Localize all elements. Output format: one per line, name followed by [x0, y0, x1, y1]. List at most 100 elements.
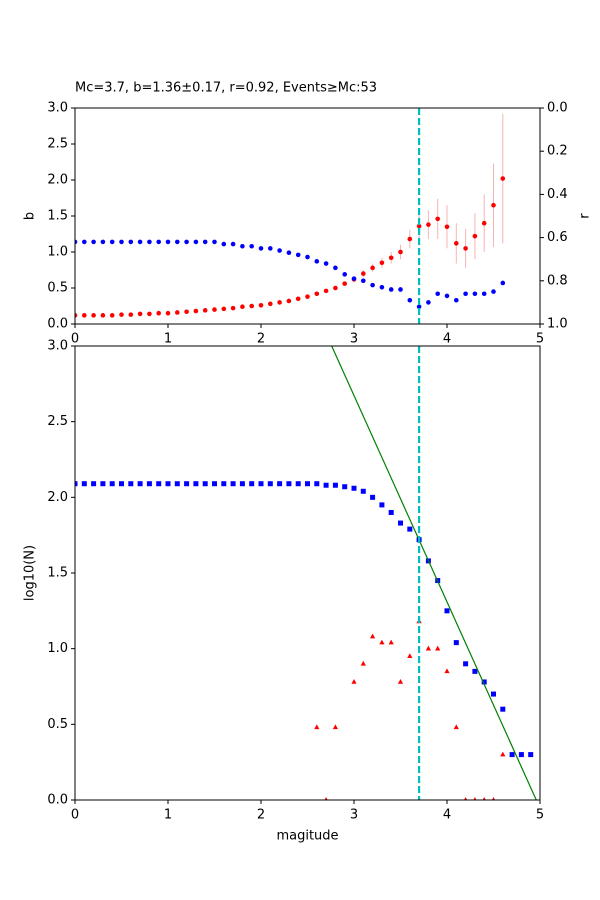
triangle-point [351, 678, 357, 684]
point [444, 293, 450, 299]
point [184, 239, 189, 245]
axes-frame [74, 345, 541, 801]
square-point [75, 481, 78, 487]
point [82, 313, 87, 318]
square-point [518, 752, 524, 758]
point [361, 278, 366, 284]
x-tick-label: 0 [71, 808, 79, 823]
triangle-point [500, 751, 506, 757]
point [202, 308, 208, 313]
point [370, 265, 375, 271]
square-point [128, 481, 134, 487]
triangle-point [397, 678, 404, 684]
point [175, 239, 180, 245]
point [398, 287, 403, 292]
square-point [109, 481, 115, 487]
square-point [184, 481, 190, 487]
chart-title: Mc=3.7, b=1.36±0.17, r=0.92, Events≥Mc:5… [75, 81, 377, 96]
point [212, 239, 217, 245]
square-point [463, 661, 469, 667]
point [435, 291, 441, 297]
point [463, 246, 468, 251]
plot-area [75, 346, 537, 800]
triangle-point [379, 639, 385, 645]
y-tick-label: 1.5 [47, 209, 68, 224]
triangle-point [425, 645, 431, 651]
triangle-point [463, 797, 468, 800]
square-point [295, 481, 301, 487]
point [314, 259, 320, 264]
y-tick-label: 3.0 [47, 101, 68, 116]
point [75, 313, 78, 318]
point [407, 297, 413, 303]
point [109, 313, 115, 318]
point [249, 303, 254, 309]
square-point [453, 640, 459, 646]
point [268, 246, 273, 251]
axes-frame [74, 107, 541, 325]
y-axis-label: log10(N) [23, 545, 38, 601]
y-tick-label: 0.0 [47, 793, 68, 808]
point [351, 276, 357, 281]
point [472, 233, 478, 239]
point [333, 285, 338, 291]
square-point [472, 668, 478, 674]
square-point [230, 481, 236, 487]
y2-tick-label: 1.0 [547, 317, 568, 332]
point [472, 291, 478, 297]
point [100, 313, 106, 318]
y-tick-label: 2.5 [47, 414, 68, 429]
point [333, 265, 338, 271]
point [342, 272, 348, 277]
point [277, 300, 282, 305]
y-tick-label: 2.5 [47, 137, 68, 152]
point [147, 239, 152, 245]
point [305, 294, 310, 299]
point [184, 309, 189, 315]
point [137, 311, 143, 317]
point [454, 241, 459, 246]
point [147, 311, 152, 317]
point [500, 280, 506, 286]
y-tick-label: 2.0 [47, 490, 68, 505]
y2-tick-label: 0.6 [547, 230, 568, 245]
x-tick-label: 2 [257, 332, 265, 347]
square-point [212, 481, 217, 487]
point [202, 239, 208, 245]
x-tick-label: 2 [257, 808, 265, 823]
point [175, 310, 180, 315]
point [156, 239, 161, 245]
point [361, 271, 366, 276]
point [454, 297, 459, 303]
point [91, 313, 96, 318]
point [295, 252, 301, 258]
point [286, 298, 292, 304]
x-tick-label: 1 [164, 808, 172, 823]
point [379, 284, 385, 290]
x-axis-label: magitude [276, 829, 338, 844]
square-point [267, 481, 273, 487]
point [416, 304, 422, 310]
point [370, 282, 375, 288]
point [481, 291, 487, 297]
square-point [379, 502, 385, 508]
square-point [249, 481, 255, 487]
point [435, 216, 441, 222]
square-point [146, 481, 152, 487]
square-point [388, 509, 394, 515]
y-tick-label: 1.5 [47, 566, 68, 581]
triangle-point [435, 645, 441, 651]
triangle-point [482, 797, 486, 800]
y2-tick-label: 0.4 [547, 187, 568, 202]
point [249, 243, 254, 249]
square-point [323, 482, 329, 488]
point [75, 239, 78, 245]
triangle-point [332, 724, 338, 730]
y2-tick-label: 0.8 [547, 273, 568, 288]
point [230, 305, 236, 311]
point [407, 236, 413, 242]
point [426, 300, 431, 305]
point [109, 239, 115, 245]
square-point [491, 691, 496, 697]
